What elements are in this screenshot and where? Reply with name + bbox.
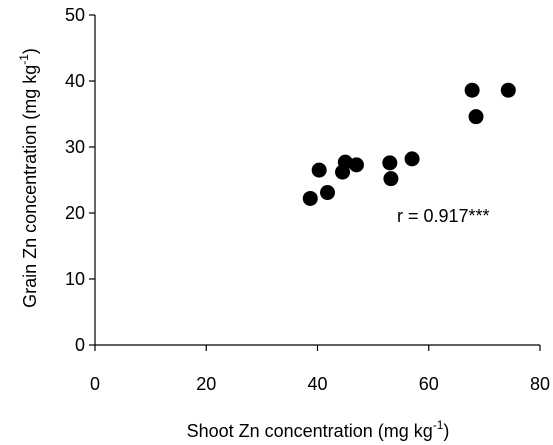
y-ticks: 0 10 20 30 40 50 (65, 5, 95, 355)
y-tick-label: 10 (65, 269, 85, 289)
y-tick-label: 50 (65, 5, 85, 25)
x-axis-title-superscript: -1 (433, 418, 444, 432)
x-axis-title: Shoot Zn concentration (mg kg-1) (187, 418, 450, 441)
data-point (302, 190, 318, 206)
y-tick-label: 40 (65, 71, 85, 91)
x-axis-title-tail: ) (443, 421, 449, 441)
y-axis-title: Grain Zn concentration (mg kg-1) (17, 48, 40, 308)
y-axis-title-superscript: -1 (17, 54, 31, 65)
x-ticks: 0 20 40 60 80 (90, 345, 550, 394)
y-axis-title-tail: ) (20, 48, 40, 54)
x-tick-label: 60 (419, 374, 439, 394)
data-point (404, 151, 420, 167)
data-point (348, 157, 364, 173)
y-tick-label: 0 (75, 335, 85, 355)
data-point (311, 162, 327, 178)
data-point (320, 185, 336, 201)
data-point (464, 82, 480, 98)
correlation-annotation: r = 0.917*** (397, 206, 490, 226)
x-tick-label: 40 (307, 374, 327, 394)
x-tick-label: 0 (90, 374, 100, 394)
y-axis-title-main: Grain Zn concentration (mg kg (20, 65, 40, 308)
data-points (302, 82, 516, 206)
axes (94, 15, 540, 346)
data-point (383, 171, 399, 187)
y-tick-label: 20 (65, 203, 85, 223)
y-tick-label: 30 (65, 137, 85, 157)
x-tick-label: 80 (530, 374, 550, 394)
x-axis-title-main: Shoot Zn concentration (mg kg (187, 421, 433, 441)
x-tick-label: 20 (196, 374, 216, 394)
data-point (468, 109, 484, 125)
data-point (500, 82, 516, 98)
data-point (382, 155, 398, 171)
